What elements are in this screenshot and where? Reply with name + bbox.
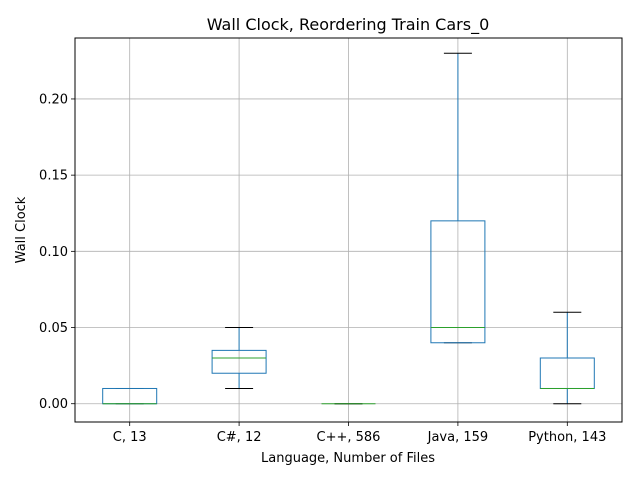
box-iqr — [211, 349, 267, 374]
y-axis-label: Wall Clock — [14, 196, 29, 263]
x-tick-label: C, 13 — [113, 430, 147, 445]
box-plot-1 — [102, 387, 158, 405]
x-tick-label: Python, 143 — [528, 430, 606, 445]
x-tick-label: C#, 12 — [217, 430, 262, 445]
box-plot-4 — [430, 52, 486, 344]
box-iqr — [430, 220, 486, 344]
x-tick-label: C++, 586 — [317, 430, 381, 445]
y-tick-label: 0.15 — [39, 169, 68, 184]
box-layer — [102, 52, 595, 405]
x-tick-label: Java, 159 — [427, 430, 489, 445]
tick-layer: 0.00 0.05 0.10 0.15 0.20 C, 13 C#, 12 C++, 586 J… — [39, 92, 606, 445]
x-axis-label: Language, Number of Files — [261, 451, 435, 466]
y-tick-label: 0.05 — [39, 321, 68, 336]
chart-title: Wall Clock, Reordering Train Cars_0 — [207, 15, 490, 35]
y-tick-label: 0.10 — [39, 245, 68, 260]
box-plot-5 — [539, 311, 595, 405]
y-tick-label: 0.20 — [39, 92, 68, 107]
box-plot-2 — [211, 327, 267, 389]
y-tick-label: 0.00 — [39, 397, 68, 412]
